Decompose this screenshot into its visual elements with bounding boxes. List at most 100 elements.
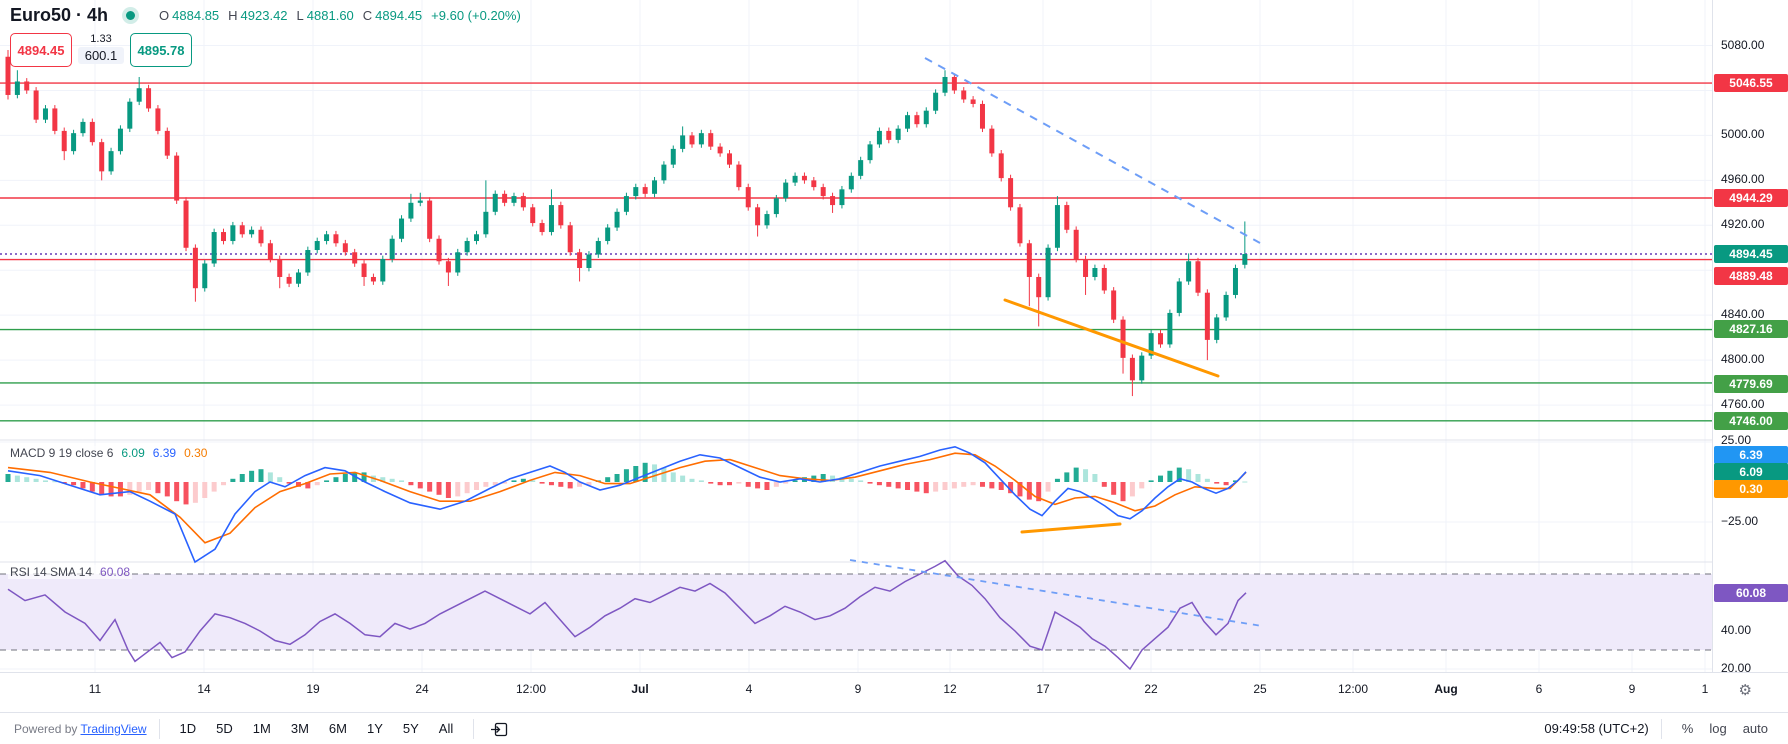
gear-icon[interactable]: ⚙ [1738, 682, 1752, 699]
powered-by-label: Powered by [14, 721, 78, 736]
market-status-icon [126, 11, 136, 20]
time-axis-label: 12:00 [1337, 682, 1369, 696]
close-value: 4894.45 [375, 8, 423, 23]
rsi-title: RSI 14 SMA 14 [10, 565, 93, 579]
percent-scale-button[interactable]: % [1681, 721, 1694, 736]
go-to-date-icon[interactable] [490, 719, 510, 739]
ohlc-values: O 4884.85 H 4923.42 L 4881.60 C 4894.45 … [159, 8, 521, 23]
time-axis-label: Aug [1434, 682, 1458, 696]
range-button-All[interactable]: All [438, 721, 454, 736]
auto-scale-button[interactable]: auto [1742, 721, 1768, 736]
price-badge-4894.45: 4894.45 [1714, 245, 1788, 263]
time-axis-label: 9 [854, 682, 862, 696]
level-lines[interactable] [0, 82, 1712, 422]
macd-line [7, 445, 1247, 564]
buy-button[interactable]: 4895.78 [130, 33, 192, 67]
price-badge-4827.16: 4827.16 [1714, 320, 1788, 338]
range-button-5Y[interactable]: 5Y [402, 721, 419, 736]
price-axis-label: 20.00 [1721, 661, 1752, 675]
price-badge-4779.69: 4779.69 [1714, 375, 1788, 393]
time-axis[interactable]: ⚙ 11 14 19 24 12:00 Jul 4 9 12 17 22 25 12:00 Aug 6 9 1 [0, 672, 1788, 712]
toolbar-right: 09:49:58 (UTC+2) % log auto [1544, 718, 1776, 739]
time-axis-label: 6 [1535, 682, 1543, 696]
tradingview-link[interactable]: TradingView [80, 721, 147, 736]
time-axis-label: 24 [415, 682, 429, 696]
trendline-macd-orange[interactable] [1020, 522, 1122, 534]
macd-legend[interactable]: MACD 9 19 close 6 6.09 6.39 0.30 [8, 446, 210, 460]
price-badge-4889.48: 4889.48 [1714, 267, 1788, 285]
toolbar-separator [1660, 718, 1662, 739]
time-axis-label: 17 [1036, 682, 1050, 696]
clock-time[interactable]: 09:49:58 (UTC+2) [1544, 721, 1649, 736]
price-axis-label: 4800.00 [1721, 352, 1765, 366]
price-axis-label: 5000.00 [1721, 127, 1765, 141]
spread-value: 1.33 [90, 33, 112, 45]
time-axis-label: 12 [943, 682, 957, 696]
price-axis-label: 25.00 [1721, 433, 1752, 447]
low-label: L [296, 8, 304, 23]
time-axis-label: 11 [88, 682, 102, 696]
range-button-6M[interactable]: 6M [328, 721, 347, 736]
toolbar-separator [158, 718, 160, 739]
range-buttons: 1D 5D 1M 3M 6M 1Y 5Y All [172, 718, 462, 739]
rsi-value: 60.08 [100, 565, 131, 579]
price-badge-6.39: 6.39 [1714, 446, 1788, 464]
chart-area: 5080.00 5000.00 4960.00 4920.00 4840.00 4800.… [0, 0, 1788, 675]
symbol-title[interactable]: Euro50 · 4h [10, 5, 109, 25]
price-axis-label: −25.00 [1721, 514, 1759, 528]
price-badge-0.30: 0.30 [1714, 480, 1788, 498]
bottom-toolbar: Powered by TradingView 1D 5D 1M 3M 6M 1Y 5Y All… [0, 712, 1788, 744]
candles-series [5, 50, 1248, 397]
price-axis[interactable]: 5080.00 5000.00 4960.00 4920.00 4840.00 4800.… [1712, 0, 1788, 675]
range-button-1M[interactable]: 1M [252, 721, 271, 736]
trendline-main-blue[interactable] [924, 57, 1261, 244]
log-scale-button[interactable]: log [1709, 721, 1727, 736]
close-label: C [362, 8, 373, 23]
volume-value: 600.1 [77, 47, 125, 64]
price-axis-label: 4920.00 [1721, 217, 1765, 231]
high-label: H [228, 8, 238, 23]
price-axis-label: 4760.00 [1721, 397, 1765, 411]
macd-value-2: 6.39 [152, 446, 177, 460]
price-axis-label: 4840.00 [1721, 307, 1765, 321]
trendline-main-orange[interactable] [1003, 298, 1220, 378]
time-axis-label: 19 [306, 682, 320, 696]
time-axis-label: 1 [1701, 682, 1709, 696]
time-axis-label: 25 [1253, 682, 1267, 696]
open-value: 4884.85 [172, 8, 220, 23]
low-value: 4881.60 [306, 8, 354, 23]
trendline-rsi-blue[interactable] [849, 559, 1263, 627]
range-button-1Y[interactable]: 1Y [366, 721, 383, 736]
price-badge-6.09: 6.09 [1714, 463, 1788, 481]
price-badge-4746.00: 4746.00 [1714, 412, 1788, 430]
range-button-5D[interactable]: 5D [216, 721, 233, 736]
powered-by: Powered by TradingView [14, 722, 147, 736]
price-axis-label: 5080.00 [1721, 38, 1765, 52]
sell-button[interactable]: 4894.45 [10, 33, 72, 67]
change-value: +9.60 (+0.20%) [431, 8, 521, 23]
macd-title: MACD 9 19 close 6 [10, 446, 114, 460]
macd-value-1: 6.09 [121, 446, 145, 460]
gridlines [0, 0, 1712, 672]
rsi-line [7, 559, 1247, 671]
range-button-1D[interactable]: 1D [179, 721, 197, 736]
chart-canvas[interactable] [0, 0, 1712, 672]
price-axis-label: 4960.00 [1721, 172, 1765, 186]
high-value: 4923.42 [240, 8, 288, 23]
rsi-band [0, 574, 1712, 650]
macd-value-3: 0.30 [184, 446, 208, 460]
rsi-legend[interactable]: RSI 14 SMA 14 60.08 [8, 565, 133, 579]
price-badge-4944.29: 4944.29 [1714, 189, 1788, 207]
title-row: Euro50 · 4h O 4884.85 H 4923.42 L 4881.6… [10, 5, 521, 26]
price-axis-label: 40.00 [1721, 623, 1752, 637]
time-axis-label: Jul [631, 682, 649, 696]
time-axis-label: 22 [1144, 682, 1158, 696]
macd-histogram [5, 462, 1248, 505]
time-axis-label: 9 [1628, 682, 1636, 696]
spread-column: 1.33 600.1 [75, 33, 127, 64]
range-button-3M[interactable]: 3M [290, 721, 309, 736]
price-badge-60.08: 60.08 [1714, 584, 1788, 602]
time-axis-label: 12:00 [515, 682, 547, 696]
chart-header: Euro50 · 4h O 4884.85 H 4923.42 L 4881.6… [10, 5, 521, 67]
